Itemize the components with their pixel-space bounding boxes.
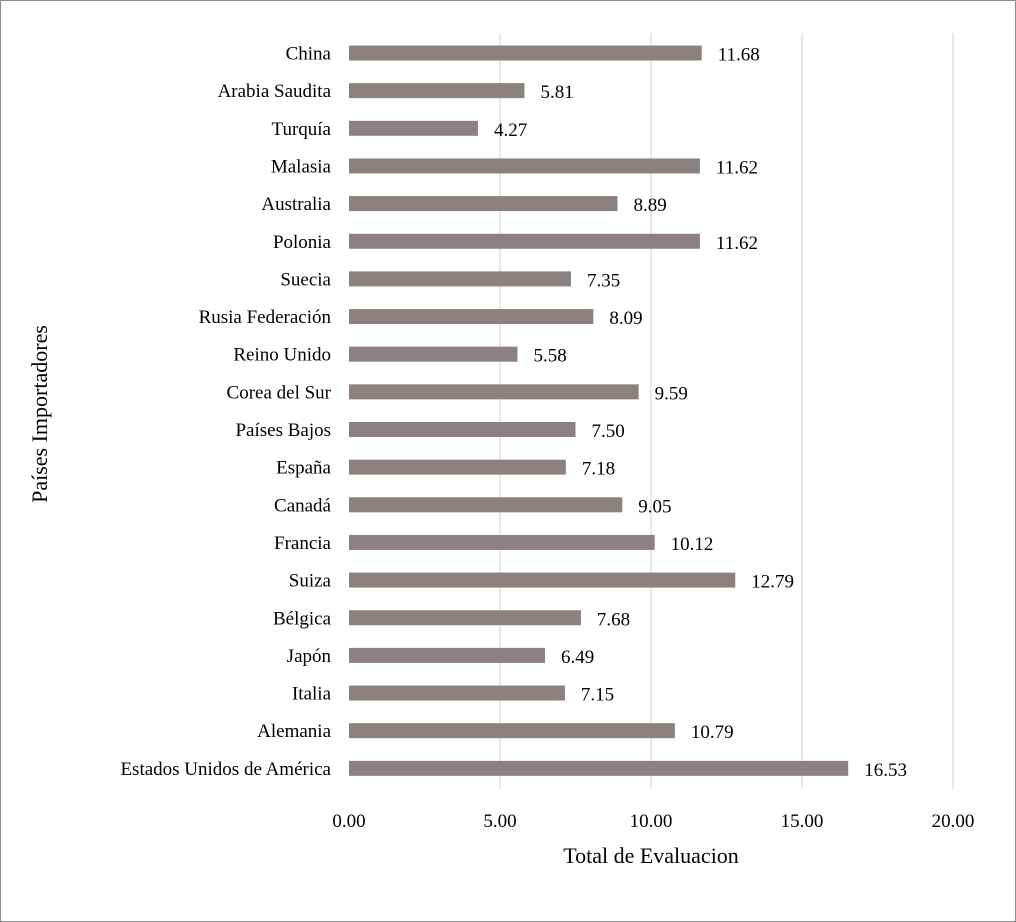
data-labels: 11.68 5.81 4.27 11.62 8.89 11.62 7.35 8.09 5.58 9… bbox=[494, 45, 907, 781]
category-label: Turquía bbox=[272, 119, 332, 140]
bar bbox=[349, 648, 545, 663]
data-label: 7.18 bbox=[582, 459, 615, 480]
data-label: 5.58 bbox=[534, 346, 567, 367]
gridlines bbox=[500, 33, 953, 789]
data-label: 7.35 bbox=[587, 270, 620, 291]
bar bbox=[349, 573, 735, 588]
y-axis-title: Países Importadores bbox=[27, 325, 52, 503]
data-label: 10.12 bbox=[671, 534, 714, 555]
data-label: 16.53 bbox=[864, 760, 907, 781]
data-label: 8.89 bbox=[633, 195, 666, 216]
bar bbox=[349, 121, 478, 136]
x-axis-title: Total de Evaluacion bbox=[563, 843, 739, 868]
x-tick-label: 20.00 bbox=[932, 811, 975, 832]
data-label: 7.68 bbox=[597, 609, 630, 630]
data-label: 11.62 bbox=[716, 157, 758, 178]
x-tick-labels: 0.00 5.00 10.00 15.00 20.00 bbox=[332, 811, 974, 832]
data-label: 9.59 bbox=[655, 383, 688, 404]
category-label: España bbox=[276, 458, 331, 479]
data-label: 4.27 bbox=[494, 120, 527, 141]
data-label: 12.79 bbox=[751, 572, 794, 593]
data-label: 6.49 bbox=[561, 647, 594, 668]
bar bbox=[349, 497, 622, 512]
category-label: Francia bbox=[274, 533, 332, 554]
bar bbox=[349, 460, 566, 475]
category-label: Suecia bbox=[280, 269, 331, 290]
bar bbox=[349, 761, 848, 776]
category-label: Australia bbox=[261, 194, 331, 215]
bar bbox=[349, 535, 655, 550]
data-label: 11.68 bbox=[718, 45, 760, 66]
category-label: Arabia Saudita bbox=[218, 81, 332, 102]
bar bbox=[349, 271, 571, 286]
x-tick-label: 10.00 bbox=[630, 811, 673, 832]
bar bbox=[349, 46, 702, 61]
data-label: 8.09 bbox=[609, 308, 642, 329]
bar bbox=[349, 309, 593, 324]
category-label: Suiza bbox=[289, 571, 332, 592]
category-label: Rusia Federación bbox=[199, 307, 332, 328]
x-tick-label: 5.00 bbox=[483, 811, 516, 832]
category-label: Corea del Sur bbox=[227, 382, 332, 403]
data-label: 10.79 bbox=[691, 722, 734, 743]
bar bbox=[349, 723, 675, 738]
data-label: 11.62 bbox=[716, 233, 758, 254]
category-label: Estados Unidos de América bbox=[120, 759, 331, 780]
bar bbox=[349, 158, 700, 173]
category-labels: China Arabia Saudita Turquía Malasia Austral… bbox=[120, 44, 331, 780]
category-label: Malasia bbox=[271, 156, 332, 177]
category-label: Polonia bbox=[273, 232, 332, 253]
x-tick-label: 0.00 bbox=[332, 811, 365, 832]
bar bbox=[349, 686, 565, 701]
bar bbox=[349, 234, 700, 249]
category-label: Italia bbox=[292, 684, 332, 705]
bar bbox=[349, 83, 524, 98]
category-label: Países Bajos bbox=[235, 420, 331, 441]
bar bbox=[349, 610, 581, 625]
bar bbox=[349, 196, 617, 211]
bar bbox=[349, 422, 576, 437]
category-label: Bélgica bbox=[273, 608, 332, 629]
category-label: China bbox=[286, 44, 332, 65]
data-label: 9.05 bbox=[638, 496, 671, 517]
bars bbox=[349, 46, 848, 776]
bar bbox=[349, 347, 518, 362]
category-label: Canadá bbox=[274, 495, 332, 516]
data-label: 7.15 bbox=[581, 685, 614, 706]
category-label: Japón bbox=[287, 646, 332, 667]
category-label: Reino Unido bbox=[233, 345, 331, 366]
data-label: 7.50 bbox=[592, 421, 625, 442]
data-label: 5.81 bbox=[540, 82, 573, 103]
bar bbox=[349, 384, 639, 399]
x-tick-label: 15.00 bbox=[781, 811, 824, 832]
category-label: Alemania bbox=[257, 721, 331, 742]
